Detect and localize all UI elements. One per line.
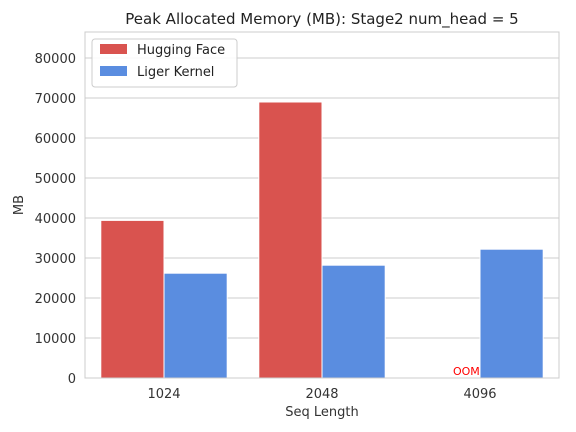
legend-swatch xyxy=(100,44,127,54)
x-tick-label: 4096 xyxy=(463,387,496,402)
bar-liger-kernel-2048 xyxy=(321,264,386,379)
plot-frame xyxy=(84,31,560,379)
legend-label: Hugging Face xyxy=(137,43,225,58)
bar-hugging-face-2048 xyxy=(258,101,323,379)
y-tick-label: 40000 xyxy=(35,212,76,227)
bar-hugging-face-1024 xyxy=(100,219,165,379)
annotations: OOM xyxy=(453,365,480,378)
x-axis-label: Seq Length xyxy=(285,405,358,420)
bar-liger-kernel-1024 xyxy=(163,272,228,379)
legend-label: Liger Kernel xyxy=(137,65,214,80)
y-tick-label: 60000 xyxy=(35,132,76,147)
y-tick-label: 80000 xyxy=(35,52,76,67)
legend-swatch xyxy=(100,66,127,76)
y-tick-label: 50000 xyxy=(35,172,76,187)
x-tick-labels: 1024 2048 4096 xyxy=(147,387,496,402)
oom-annotation: OOM xyxy=(453,365,480,378)
y-tick-label: 70000 xyxy=(35,92,76,107)
y-tick-label: 30000 xyxy=(35,252,76,267)
bars xyxy=(100,101,544,379)
chart-title: Peak Allocated Memory (MB): Stage2 num_h… xyxy=(125,10,518,29)
legend-box xyxy=(91,38,238,88)
x-tick-label: 1024 xyxy=(147,387,180,402)
y-tick-label: 0 xyxy=(68,372,76,387)
y-tick-label: 10000 xyxy=(35,332,76,347)
legend: Hugging Face Liger Kernel xyxy=(91,38,238,88)
y-tick-label: 20000 xyxy=(35,292,76,307)
x-tick-label: 2048 xyxy=(305,387,338,402)
y-axis-label: MB xyxy=(12,195,27,215)
y-tick-labels: 0 10000 20000 30000 40000 50000 60000 70000 8000… xyxy=(35,52,76,387)
bar-liger-kernel-4096 xyxy=(479,248,544,379)
